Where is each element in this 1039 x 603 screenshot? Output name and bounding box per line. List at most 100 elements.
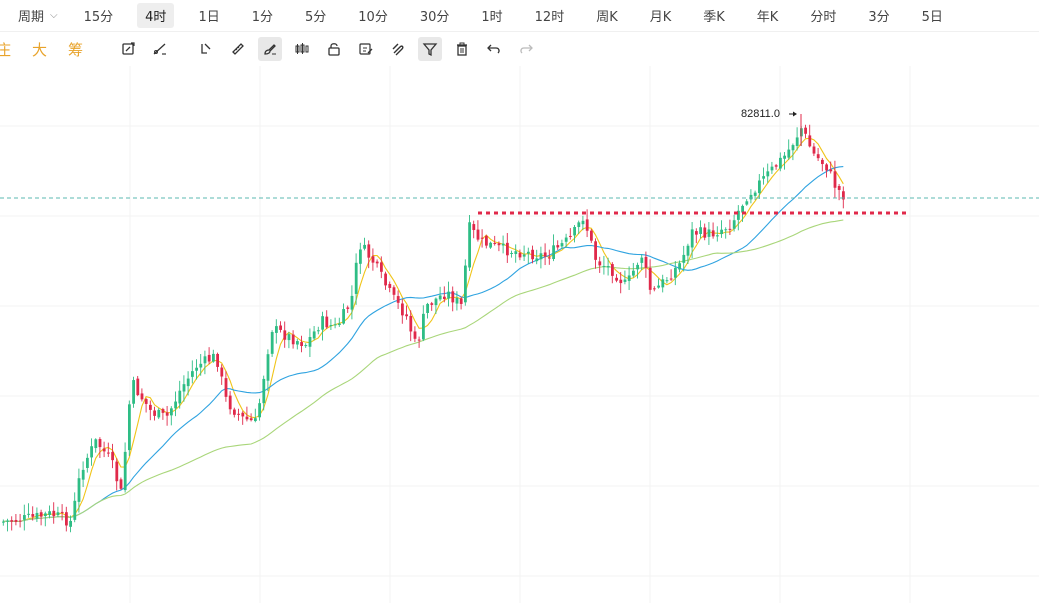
period-tab[interactable]: 分时 (810, 10, 837, 25)
candle-body (86, 457, 89, 468)
candle-body (371, 256, 375, 263)
candlestick-chart[interactable]: 82811.0 (0, 66, 1039, 603)
candle-body (510, 252, 513, 254)
candle-body (548, 257, 551, 259)
period-tab[interactable]: 5分 (305, 10, 327, 25)
candle-body (552, 245, 555, 260)
draw-line-icon (153, 43, 167, 55)
candle-body (161, 409, 165, 413)
redo-button[interactable] (514, 37, 538, 61)
candle-body (228, 395, 232, 410)
edit-button[interactable] (354, 37, 378, 61)
candle-body (766, 171, 770, 177)
candle-body (770, 166, 774, 171)
candle-body (115, 461, 119, 482)
rotate-chart-button[interactable] (116, 37, 140, 61)
period-tab[interactable]: 1时 (481, 10, 503, 25)
candle-body (44, 513, 47, 517)
candle-body (590, 230, 593, 241)
candle-body (833, 171, 837, 188)
undo-button[interactable] (482, 37, 506, 61)
candle-body (119, 479, 123, 489)
period-tab[interactable]: 4时 (137, 3, 175, 28)
period-tab[interactable]: 年K (756, 10, 779, 25)
edit-icon (359, 43, 373, 55)
period-tab[interactable]: 周K (596, 10, 618, 25)
ruler-button[interactable] (226, 37, 250, 61)
candle-body (468, 222, 471, 268)
candle-body (308, 337, 312, 347)
draw-line-button[interactable] (148, 37, 172, 61)
candle-body (804, 127, 807, 134)
candle-body (455, 297, 459, 304)
candle-body (132, 380, 135, 404)
candle-body (304, 345, 308, 347)
period-tab[interactable]: 10分 (358, 10, 388, 25)
candle-body (35, 512, 39, 519)
candle-body (812, 146, 816, 154)
line-tool-icon (201, 43, 211, 54)
candle-body (648, 267, 652, 290)
candle-body (123, 451, 127, 491)
candle-body (779, 157, 782, 169)
chart-canvas[interactable]: 82811.0 (0, 66, 1039, 603)
brand-char[interactable]: 筹 (68, 40, 84, 59)
magnet-button[interactable] (386, 37, 410, 61)
candle-body (27, 513, 30, 515)
candle-body (18, 520, 22, 522)
candle-button[interactable] (290, 37, 314, 61)
candle-body (207, 354, 211, 362)
candle-body (728, 228, 732, 230)
period-tab[interactable]: 月K (649, 10, 672, 25)
candle-body (489, 242, 492, 248)
candle-body (426, 303, 429, 313)
period-tab[interactable]: 12时 (534, 10, 565, 25)
high-price-label: 82811.0 (741, 108, 780, 120)
candle-body (518, 252, 522, 258)
candle-body (287, 334, 291, 341)
candle-body (527, 251, 530, 254)
lock-button[interactable] (322, 37, 346, 61)
lock-icon (328, 43, 340, 56)
high-arrow-icon (789, 111, 797, 117)
candle-body (581, 220, 585, 225)
period-tab[interactable]: 30分 (419, 10, 450, 25)
filter-button[interactable] (418, 37, 443, 61)
candle-body (396, 296, 400, 303)
candle-body (795, 137, 799, 146)
candle-body (279, 325, 282, 330)
candle-body (653, 288, 656, 290)
candle-body (711, 230, 715, 237)
candle-body (245, 416, 249, 420)
candle-body (149, 404, 152, 410)
period-tab[interactable]: 季K (703, 10, 725, 25)
period-tab[interactable]: 1日 (198, 10, 220, 25)
candle-body (23, 515, 26, 520)
candle-body (674, 267, 677, 278)
candle-body (749, 194, 753, 200)
candle-body (60, 511, 64, 513)
candle-body (195, 367, 198, 371)
candle-body (531, 249, 534, 260)
brand-char[interactable]: 大 (32, 40, 48, 59)
candle-body (522, 254, 526, 257)
period-tab[interactable]: 5日 (921, 10, 943, 25)
line-tool-button[interactable] (194, 37, 218, 61)
brand-char[interactable]: 庄 (0, 40, 12, 59)
candle-body (661, 279, 665, 288)
candle-body (199, 363, 203, 368)
trash-button[interactable] (450, 37, 474, 61)
candle-body (493, 243, 497, 245)
candle-body (623, 279, 627, 282)
brush-button[interactable] (258, 37, 283, 61)
period-tab[interactable]: 1分 (251, 10, 273, 25)
candle-body (594, 241, 597, 260)
candle-body (363, 244, 366, 249)
candle-body (716, 235, 719, 237)
period-tab[interactable]: 15分 (83, 10, 114, 25)
period-selector-label: 周期 (18, 10, 45, 25)
candle-body (825, 164, 828, 171)
period-selector[interactable]: 周期 ⌵ (18, 6, 58, 25)
period-tab[interactable]: 3分 (868, 10, 890, 25)
candle-body (102, 448, 106, 452)
